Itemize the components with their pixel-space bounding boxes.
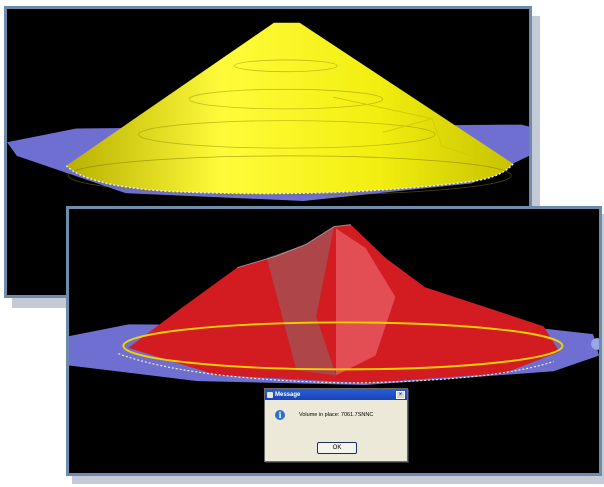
cone-edge-lines xyxy=(333,96,472,157)
cone-base-boundary xyxy=(65,163,514,195)
stockpile-shade xyxy=(266,226,336,376)
cone-contour xyxy=(233,59,338,73)
stockpile-render xyxy=(69,224,599,385)
cone-contour xyxy=(138,120,436,149)
cone-surface xyxy=(66,22,514,194)
dialog-message: Volume in place: 7061.7SNNC xyxy=(299,412,374,418)
dialog-title-icon xyxy=(267,391,273,398)
stockpile-ridge xyxy=(236,224,351,269)
stockpile-shade xyxy=(335,228,396,376)
info-icon: i xyxy=(275,410,285,420)
edge-marker xyxy=(591,338,599,350)
pile-base-boundary xyxy=(122,321,564,371)
cone-contour xyxy=(188,88,384,110)
cone-contour xyxy=(67,155,512,196)
stockpile-surface xyxy=(128,224,560,384)
pile-lower-boundary xyxy=(118,353,554,384)
close-button[interactable]: × xyxy=(396,390,405,399)
message-dialog: Message × i Volume in place: 7061.7SNNC … xyxy=(264,388,408,462)
dialog-title: Message xyxy=(275,391,301,398)
cone-render xyxy=(7,22,529,201)
ok-button[interactable]: OK xyxy=(317,442,357,454)
dialog-titlebar[interactable]: Message × xyxy=(265,389,407,400)
